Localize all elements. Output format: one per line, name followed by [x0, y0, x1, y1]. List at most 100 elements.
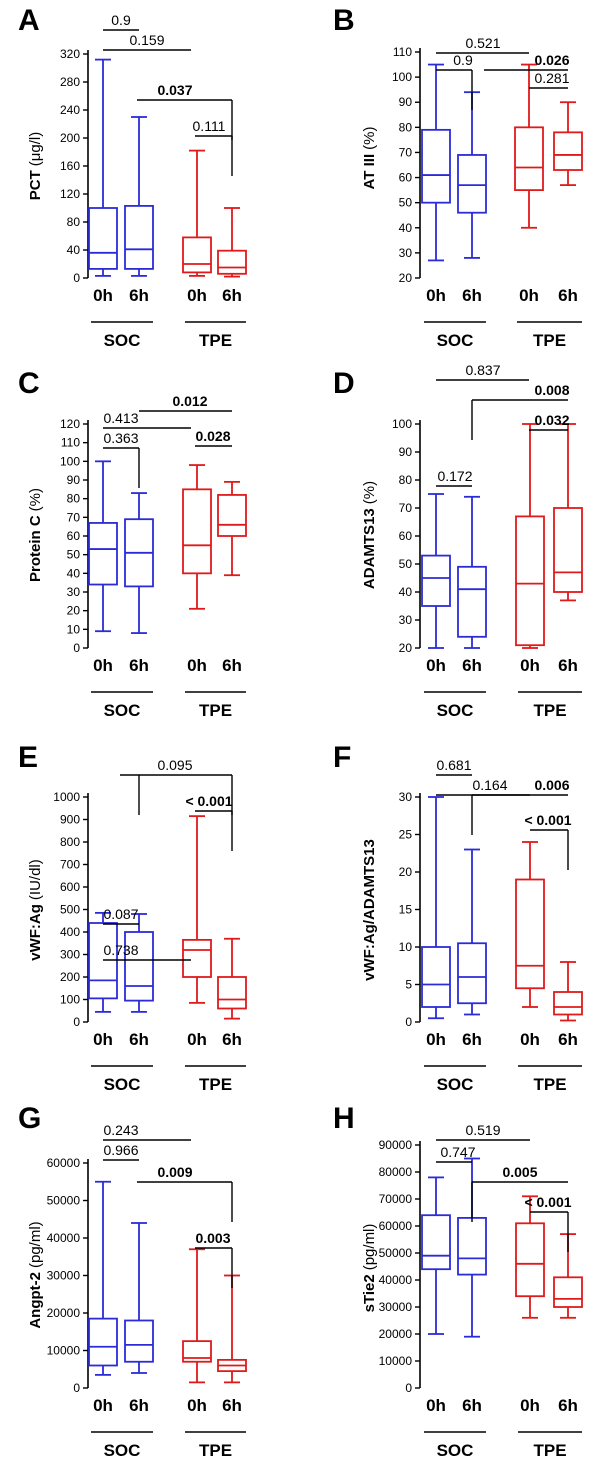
significance-bracket: < 0.001	[185, 793, 233, 851]
y-axis-label-unit: (pg/ml)	[27, 1221, 44, 1268]
y-axis-label: vWF:Ag/ADAMTS13	[361, 839, 378, 981]
significance-bracket: 0.681	[436, 757, 472, 776]
y-tick-label: 50000	[379, 1246, 413, 1260]
y-tick-label: 400	[60, 925, 80, 939]
y-tick-label: 20	[399, 641, 413, 655]
box-6h-tpe	[553, 961, 583, 1022]
y-tick-label: 80	[67, 215, 81, 229]
x-tick-label: 0h	[426, 656, 446, 675]
x-tick-label: 0h	[520, 1396, 540, 1415]
box-iqr	[515, 878, 545, 990]
y-tick-label: 320	[60, 47, 80, 61]
p-value-label: 0.095	[157, 757, 192, 773]
x-tick-label: 0h	[519, 286, 539, 305]
x-tick-label: 0h	[93, 1396, 113, 1415]
box-iqr	[515, 515, 545, 647]
panel-letter: B	[333, 4, 355, 37]
y-axis-label: ADAMTS13 (%)	[361, 481, 378, 589]
x-tick-label: 0h	[93, 1030, 113, 1049]
y-tick-label: 40000	[379, 1273, 413, 1287]
significance-bracket: 0.009	[137, 1164, 233, 1222]
x-tick-label: 6h	[462, 656, 482, 675]
panel-b: B AT III (%) 20 30 40 50 60 70 80 90 100 110 0h 6h 0h 6h…	[333, 4, 583, 350]
box-iqr	[124, 204, 154, 270]
box-6h-soc	[457, 848, 487, 1016]
x-tick-label: 6h	[222, 286, 242, 305]
significance-bracket: 0.087	[103, 906, 139, 925]
significance-bracket: 0.008	[471, 382, 570, 440]
y-axis-label-unit: (IU/dl)	[27, 859, 44, 900]
p-value-label: 0.243	[103, 1122, 138, 1138]
panel-letter: H	[333, 1102, 355, 1135]
significance-bracket: 0.363	[103, 430, 140, 488]
box-iqr	[88, 207, 118, 270]
p-value-label: 0.521	[465, 35, 500, 51]
y-tick-label: 30	[67, 585, 81, 599]
group-label-soc: SOC	[437, 331, 474, 350]
significance-bracket: 0.026	[484, 52, 570, 71]
group-label-soc: SOC	[104, 331, 141, 350]
box-6h-tpe	[217, 1274, 247, 1384]
y-tick-label: 90	[399, 95, 413, 109]
box-iqr	[182, 488, 212, 575]
p-value-label: 0.087	[103, 906, 138, 922]
p-value-label: 0.032	[534, 412, 569, 428]
y-tick-label: 20	[399, 271, 413, 285]
y-axis-label: vWF:Ag (IU/dl)	[27, 859, 44, 961]
y-tick-label: 50	[399, 557, 413, 571]
box-0h-soc	[88, 911, 118, 1013]
x-tick-label: 6h	[558, 1030, 578, 1049]
group-label-tpe: TPE	[533, 1441, 566, 1460]
x-tick-label: 6h	[222, 1396, 242, 1415]
significance-bracket: 0.243	[103, 1122, 191, 1141]
box-6h-soc	[124, 913, 154, 1013]
x-tick-label: 6h	[558, 656, 578, 675]
p-value-label: < 0.001	[185, 793, 232, 809]
y-tick-label: 600	[60, 880, 80, 894]
p-value-label: 0.738	[103, 942, 138, 958]
box-0h-tpe	[182, 1248, 212, 1384]
p-value-label: 0.111	[193, 118, 226, 134]
y-tick-label: 160	[60, 159, 80, 173]
x-tick-label: 6h	[462, 1396, 482, 1415]
y-tick-label: 90000	[379, 1138, 413, 1152]
x-tick-label: 0h	[93, 286, 113, 305]
significance-bracket: 0.413	[103, 410, 191, 429]
panel-d: D ADAMTS13 (%) 20 30 40 50 60 70 80 90 100 0h 6h 0h 6h S…	[333, 362, 583, 720]
y-tick-label: 70000	[379, 1192, 413, 1206]
panel-c: C Protein C (%) 0 10 20 30 40 50 60 70 80 90 100 110 12…	[18, 367, 247, 720]
box-iqr	[124, 931, 154, 1002]
p-value-label: 0.008	[534, 382, 569, 398]
box-iqr	[217, 976, 247, 1010]
box-iqr	[217, 249, 247, 275]
y-axis-label-main: ADAMTS13	[361, 508, 378, 589]
box-6h-tpe	[217, 480, 247, 577]
group-label-tpe: TPE	[199, 1441, 232, 1460]
y-tick-label: 100	[392, 417, 412, 431]
y-tick-label: 15	[399, 903, 413, 917]
y-axis-label: PCT (μg/l)	[27, 132, 44, 200]
x-tick-label: 6h	[129, 1030, 149, 1049]
y-tick-label: 30	[399, 790, 413, 804]
y-tick-label: 40000	[47, 1231, 81, 1245]
significance-bracket: 0.028	[195, 428, 232, 447]
p-value-label: 0.519	[465, 1122, 500, 1138]
y-tick-label: 60000	[47, 1156, 81, 1170]
box-iqr	[553, 991, 583, 1016]
y-tick-label: 0	[73, 1381, 80, 1395]
box-0h-soc	[421, 493, 451, 649]
box-0h-soc	[88, 1180, 118, 1376]
box-iqr	[553, 131, 583, 171]
y-tick-label: 200	[60, 131, 80, 145]
y-tick-label: 30000	[379, 1300, 413, 1314]
p-value-label: 0.837	[465, 362, 500, 378]
panel-a: A PCT (μg/l) 0 40 80 120 160 200 240 280 320 0h 6h 0h 6…	[18, 4, 247, 350]
y-tick-label: 30	[399, 246, 413, 260]
x-tick-label: 6h	[462, 286, 482, 305]
p-value-label: 0.363	[103, 430, 138, 446]
p-value-label: 0.012	[172, 393, 207, 409]
box-iqr	[182, 236, 212, 274]
significance-bracket: 0.738	[103, 942, 191, 961]
